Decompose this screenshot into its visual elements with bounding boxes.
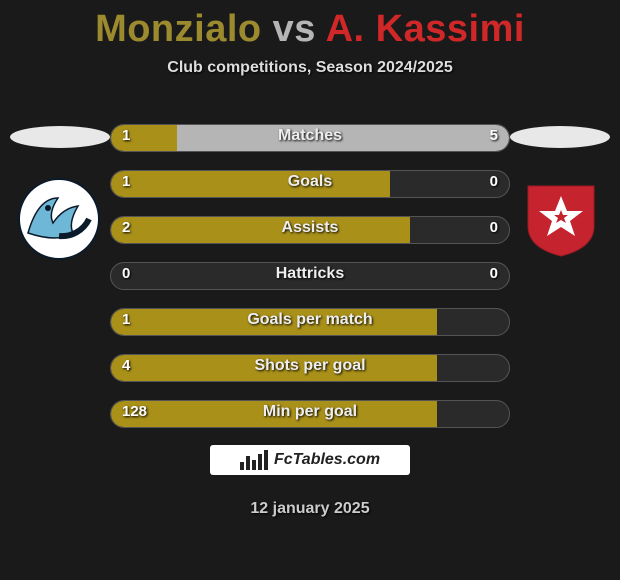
stat-bar-left-value: 4: [122, 357, 130, 374]
vs-text: vs: [273, 8, 316, 50]
stat-bar-left-value: 1: [122, 127, 130, 144]
stat-bars-container: Matches15Goals10Assists20Hattricks00Goal…: [110, 120, 510, 442]
club-crest-left: [18, 178, 100, 260]
stat-row: Min per goal128: [110, 396, 510, 432]
stat-row: Assists2 0: [110, 212, 510, 248]
subtitle: Club competitions, Season 2024/2025: [0, 59, 620, 77]
stat-bar-label: Matches: [110, 127, 510, 145]
stat-bar-left-value: 1: [122, 173, 130, 190]
stat-bar-right-value: 0: [490, 219, 498, 236]
stat-row: Hattricks0 0: [110, 258, 510, 294]
fctables-badge[interactable]: FcTables.com: [210, 445, 410, 475]
stat-bar-left-value: 0: [122, 265, 130, 282]
player1-silhouette-plate: [10, 126, 110, 148]
date-text: 12 january 2025: [0, 500, 620, 518]
stat-row: Matches1 5: [110, 120, 510, 156]
chart-bars-icon: [240, 450, 268, 470]
stat-bar-left-value: 1: [122, 311, 130, 328]
stat-row: Goals per match1: [110, 304, 510, 340]
player2-silhouette-plate: [510, 126, 610, 148]
stat-bar-right-value: 5: [490, 127, 498, 144]
stat-row: Goals1 0: [110, 166, 510, 202]
player2-name: A. Kassimi: [326, 8, 525, 50]
player1-name: Monzialo: [95, 8, 262, 50]
stat-bar-label: Goals per match: [110, 311, 510, 329]
stat-bar-label: Shots per goal: [110, 357, 510, 375]
stat-bar-right-value: 0: [490, 265, 498, 282]
stat-row: Shots per goal4: [110, 350, 510, 386]
fctables-label: FcTables.com: [274, 451, 380, 469]
stat-bar-label: Hattricks: [110, 265, 510, 283]
stat-bar-left-value: 2: [122, 219, 130, 236]
stat-bar-left-value: 128: [122, 403, 147, 420]
stat-bar-right-value: 0: [490, 173, 498, 190]
stat-bar-label: Min per goal: [110, 403, 510, 421]
stat-bar-label: Assists: [110, 219, 510, 237]
comparison-title: Monzialo vs A. Kassimi: [0, 0, 620, 51]
club-crest-right: [520, 178, 602, 260]
stat-bar-label: Goals: [110, 173, 510, 191]
